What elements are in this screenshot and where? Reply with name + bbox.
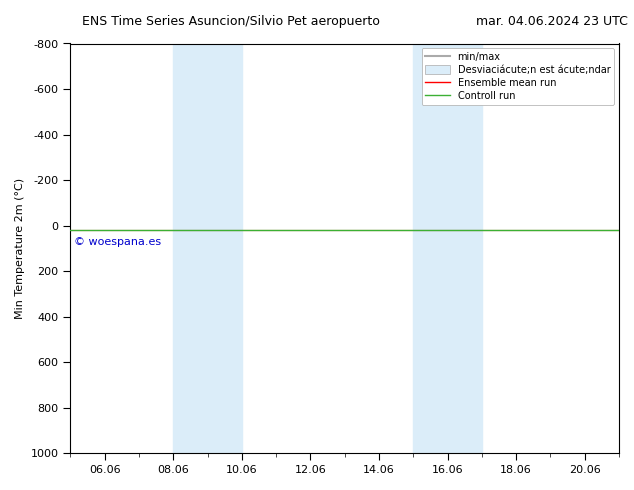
Y-axis label: Min Temperature 2m (°C): Min Temperature 2m (°C) <box>15 178 25 319</box>
Legend: min/max, Desviaciácute;n est ácute;ndar, Ensemble mean run, Controll run: min/max, Desviaciácute;n est ácute;ndar,… <box>422 49 614 105</box>
Bar <box>413 44 482 453</box>
Text: ENS Time Series Asuncion/Silvio Pet aeropuerto: ENS Time Series Asuncion/Silvio Pet aero… <box>82 15 380 28</box>
Text: mar. 04.06.2024 23 UTC: mar. 04.06.2024 23 UTC <box>476 15 628 28</box>
Text: © woespana.es: © woespana.es <box>74 237 161 247</box>
Bar <box>173 44 242 453</box>
